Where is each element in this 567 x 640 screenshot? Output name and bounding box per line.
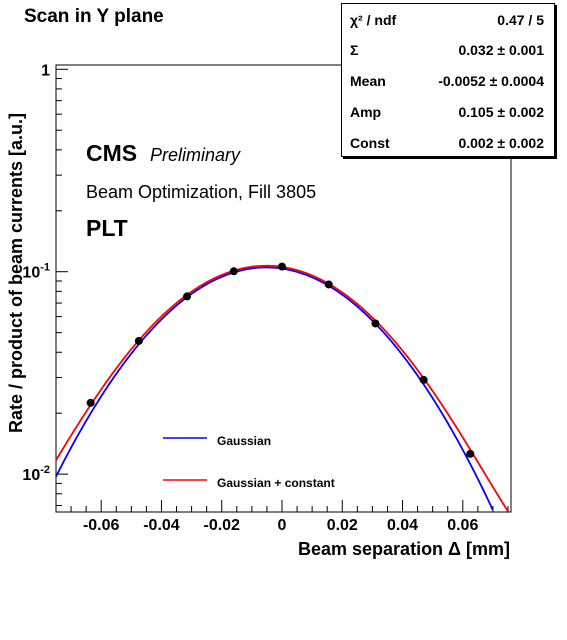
legend-label-gaussian-constant: Gaussian + constant — [217, 476, 335, 490]
stat-value: 0.032 ± 0.001 — [458, 42, 544, 58]
y-tick-label: 10-1 — [22, 262, 50, 282]
page-title: Scan in Y plane — [24, 6, 164, 27]
stat-row-sigma: Σ 0.032 ± 0.001 — [342, 38, 554, 62]
y-tick-label: 1 — [41, 62, 50, 79]
data-point — [86, 398, 95, 407]
stat-value: -0.0052 ± 0.0004 — [438, 73, 544, 89]
x-tick-label: 0 — [278, 517, 287, 534]
x-tick-label: -0.02 — [203, 517, 240, 534]
data-points — [86, 262, 475, 458]
data-point — [134, 336, 143, 345]
stat-value: 0.47 / 5 — [497, 12, 544, 28]
x-tick-label: 0.04 — [387, 517, 418, 534]
stat-row-chi2: χ² / ndf 0.47 / 5 — [342, 8, 554, 32]
stat-row-amp: Amp 0.105 ± 0.002 — [342, 100, 554, 124]
stat-name: Σ — [350, 42, 359, 58]
fit-stats-box: χ² / ndf 0.47 / 5 Σ 0.032 ± 0.001 Mean -… — [341, 3, 555, 157]
detector-label: PLT — [86, 215, 128, 241]
y-axis-title: Rate / product of beam currents [a.u.] — [6, 113, 26, 433]
data-point — [229, 267, 238, 276]
legend: Gaussian Gaussian + constant — [163, 434, 335, 490]
x-tick-label: -0.06 — [83, 517, 120, 534]
stat-name: Const — [350, 135, 390, 151]
annotation-block: CMS Preliminary Beam Optimization, Fill … — [86, 140, 316, 241]
legend-label-gaussian: Gaussian — [217, 434, 271, 448]
data-point — [466, 449, 475, 458]
x-axis: -0.06 -0.04 -0.02 0 0.02 0.04 0.06 — [70, 500, 509, 534]
data-point — [371, 319, 380, 328]
x-axis-title: Beam separation Δ [mm] — [298, 539, 510, 559]
data-point — [324, 280, 333, 289]
stat-name: χ² / ndf — [350, 12, 397, 28]
data-point — [183, 292, 192, 301]
x-tick-label: -0.04 — [143, 517, 180, 534]
x-tick-label: 0.02 — [327, 517, 358, 534]
description-label: Beam Optimization, Fill 3805 — [86, 182, 316, 202]
status-label: Preliminary — [150, 145, 241, 165]
data-point — [419, 375, 428, 384]
experiment-label: CMS — [86, 140, 137, 166]
y-axis: 10-2 10-1 1 — [22, 62, 68, 506]
stat-value: 0.002 ± 0.002 — [458, 135, 544, 151]
stat-row-const: Const 0.002 ± 0.002 — [342, 131, 554, 155]
stat-row-mean: Mean -0.0052 ± 0.0004 — [342, 69, 554, 93]
x-tick-label: 0.06 — [447, 517, 478, 534]
stat-name: Amp — [350, 104, 382, 120]
stat-name: Mean — [350, 73, 386, 89]
stat-value: 0.105 ± 0.002 — [458, 104, 544, 120]
y-tick-label: 10-2 — [22, 464, 50, 484]
data-point — [277, 262, 286, 271]
